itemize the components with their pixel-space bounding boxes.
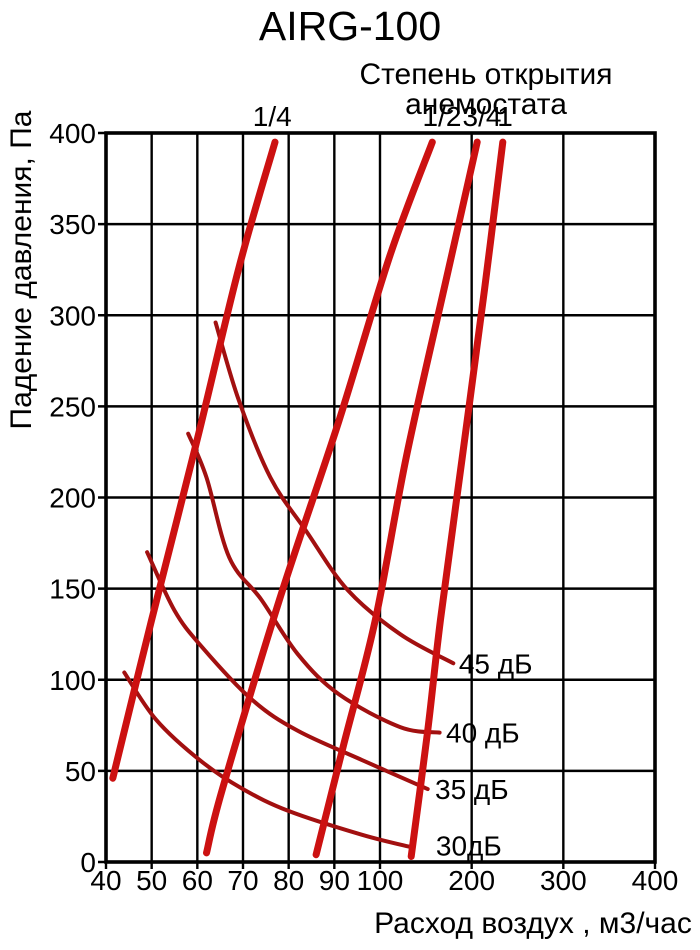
chart-title: AIRG-100 [258, 3, 442, 49]
noise-curve-label: 40 дБ [446, 718, 520, 749]
noise-curve-label: 35 дБ [435, 774, 509, 805]
opening-curve-label: 1 [497, 101, 513, 132]
top-axis-title: Степень открытия анемостата [359, 58, 613, 121]
x-tick-label: 400 [632, 865, 679, 896]
x-tick-label: 90 [319, 865, 350, 896]
y-tick-label: 50 [65, 756, 96, 787]
noise-curve-label: 45 дБ [459, 648, 533, 679]
y-tick-label: 250 [49, 391, 96, 422]
y-tick-label: 0 [80, 847, 96, 878]
noise-curve [213, 320, 456, 666]
noise-curve [122, 670, 415, 850]
opening-curve [109, 138, 279, 782]
opening-curve [312, 138, 481, 859]
x-tick-label: 300 [540, 865, 587, 896]
plot-border [104, 131, 657, 864]
y-tick-label: 300 [49, 300, 96, 331]
x-tick-label: 80 [273, 865, 304, 896]
opening-curve-label: 1/4 [253, 101, 292, 132]
y-tick-label: 100 [49, 665, 96, 696]
opening-curve [203, 138, 436, 857]
x-axis-title: Расход воздух , м3/час [374, 907, 692, 940]
x-tick-label: 70 [227, 865, 258, 896]
y-tick-label: 200 [49, 483, 96, 514]
y-tick-label: 400 [49, 118, 96, 149]
y-tick-label: 150 [49, 574, 96, 605]
x-tick-label: 100 [357, 865, 404, 896]
y-tick-label: 350 [49, 209, 96, 240]
x-tick-label: 200 [448, 865, 495, 896]
opening-curve-label: 1/2 [422, 101, 461, 132]
noise-curve [186, 431, 442, 735]
x-tick-label: 40 [90, 865, 121, 896]
x-tick-label: 60 [182, 865, 213, 896]
x-tick-label: 50 [136, 865, 167, 896]
noise-curve-label: 30дБ [436, 831, 502, 862]
opening-curve [407, 138, 507, 860]
opening-curve-label: 3/4 [463, 101, 502, 132]
